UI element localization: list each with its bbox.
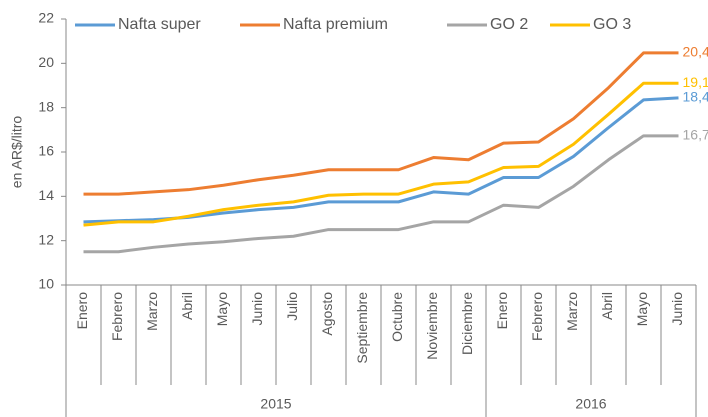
x-tick-label: Enero (494, 292, 510, 330)
x-tick-label: Marzo (144, 292, 160, 331)
y-tick-label: 18 (38, 98, 54, 114)
data-label: 19,10 (683, 74, 708, 90)
group-label: 2015 (260, 396, 291, 412)
series-line (83, 51, 679, 196)
x-tick-label: Mayo (634, 292, 650, 326)
x-tick-label: Marzo (564, 292, 580, 331)
data-label: 16,73 (683, 127, 708, 143)
data-label: 20,47 (683, 44, 708, 60)
group-label: 2016 (575, 396, 606, 412)
y-tick-label: 22 (38, 10, 54, 26)
data-label: 18,44 (683, 89, 708, 105)
x-tick-label: Abril (179, 292, 195, 320)
x-tick-label: Julio (284, 292, 300, 321)
x-tick-label: Enero (74, 292, 90, 330)
y-tick-label: 14 (38, 187, 54, 203)
series-line (83, 81, 679, 227)
series-line (83, 134, 679, 254)
y-tick-label: 20 (38, 54, 54, 70)
y-tick-label: 16 (38, 143, 54, 159)
x-tick-label: Junio (249, 292, 265, 326)
y-tick-label: 10 (38, 276, 54, 292)
x-tick-label: Diciembre (459, 292, 475, 355)
legend-label: GO 2 (490, 16, 528, 33)
x-tick-label: Febrero (529, 292, 545, 341)
x-tick-label: Abril (599, 292, 615, 320)
y-tick-label: 12 (38, 231, 54, 247)
x-tick-label: Junio (669, 292, 685, 326)
legend-label: Nafta premium (283, 16, 388, 33)
y-axis-label: en AR$/litro (9, 116, 25, 189)
legend-label: Nafta super (118, 16, 201, 33)
x-tick-label: Noviembre (424, 292, 440, 360)
x-tick-label: Mayo (214, 292, 230, 326)
legend-label: GO 3 (593, 16, 631, 33)
x-tick-label: Agosto (319, 292, 335, 336)
x-tick-label: Febrero (109, 292, 125, 341)
x-tick-label: Octubre (389, 292, 405, 342)
x-tick-label: Septiembre (354, 292, 370, 364)
series-line (83, 96, 679, 224)
